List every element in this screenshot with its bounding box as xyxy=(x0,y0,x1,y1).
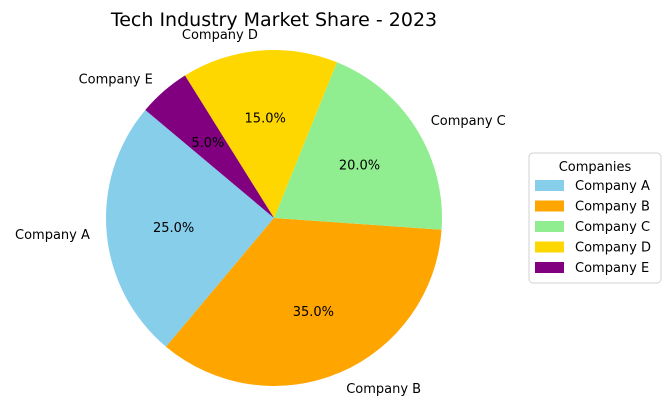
legend-label-company-d: Company D xyxy=(575,241,651,256)
pie-slices xyxy=(106,50,442,386)
chart-title: Tech Industry Market Share - 2023 xyxy=(110,9,437,31)
legend-swatch-company-d xyxy=(535,241,564,253)
slice-label-company-b: Company B xyxy=(346,382,421,397)
pie-slice-company-a xyxy=(106,110,275,347)
pie-slice-company-b xyxy=(166,218,442,386)
legend-swatch-company-c xyxy=(535,221,564,232)
slice-labels: 25.0% Company A 35.0% Company B 20.0% Company… xyxy=(15,28,506,397)
legend-swatch-company-a xyxy=(535,180,564,191)
pct-label-company-d: 15.0% xyxy=(245,112,286,127)
legend-items: Company A Company B Company C Company D Comp… xyxy=(535,179,651,276)
pie-slice-company-d xyxy=(184,50,337,219)
legend-title: Companies xyxy=(559,160,632,175)
slice-label-company-d: Company D xyxy=(182,28,258,43)
pct-label-company-c: 20.0% xyxy=(339,159,380,174)
legend-label-company-c: Company C xyxy=(575,220,650,235)
pie-slice-company-c xyxy=(274,62,442,230)
legend-label-company-a: Company A xyxy=(575,179,650,194)
pct-label-company-b: 35.0% xyxy=(293,305,334,320)
pct-label-company-a: 25.0% xyxy=(153,221,194,236)
pct-label-company-e: 5.0% xyxy=(191,136,224,151)
pie-slice-company-e xyxy=(145,75,274,218)
legend-label-company-b: Company B xyxy=(575,200,650,215)
slice-label-company-e: Company E xyxy=(79,73,153,88)
legend-label-company-e: Company E xyxy=(575,261,649,276)
slice-label-company-c: Company C xyxy=(431,114,506,129)
legend-swatch-company-e xyxy=(535,262,564,273)
slice-label-company-a: Company A xyxy=(15,228,90,243)
legend-swatch-company-b xyxy=(535,200,564,212)
